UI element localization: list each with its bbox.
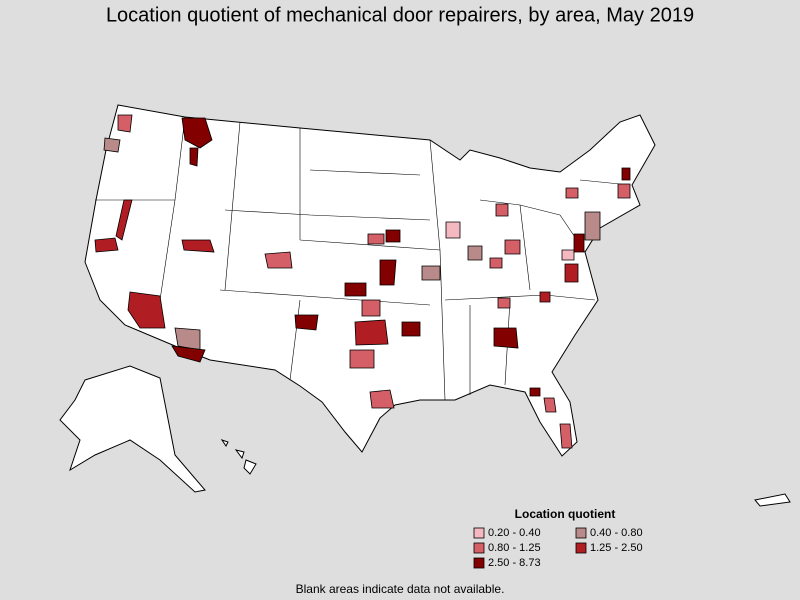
area — [497, 297, 511, 309]
hawaii — [220, 439, 229, 447]
legend-swatch — [473, 542, 485, 554]
hawaii — [243, 459, 257, 475]
area — [344, 282, 367, 297]
area — [379, 259, 397, 286]
area — [621, 167, 631, 181]
area — [565, 187, 579, 199]
areas — [94, 114, 631, 449]
area — [564, 263, 579, 283]
area — [367, 233, 385, 245]
map — [59, 104, 791, 507]
area — [539, 291, 551, 303]
legend-swatch — [575, 527, 587, 539]
area — [94, 237, 119, 253]
area — [421, 265, 441, 281]
area — [584, 211, 601, 241]
legend-label: 2.50 - 8.73 — [488, 557, 541, 569]
legend-label: 0.20 - 0.40 — [488, 527, 541, 539]
puerto-rico — [754, 493, 791, 507]
alaska — [59, 365, 206, 493]
area — [401, 321, 421, 337]
area — [117, 114, 133, 133]
area — [493, 327, 519, 349]
area — [354, 319, 389, 346]
area — [127, 291, 166, 329]
area — [529, 387, 541, 397]
area — [489, 257, 503, 269]
legend-swatch — [575, 542, 587, 554]
area — [171, 345, 206, 363]
area — [264, 251, 293, 269]
area — [504, 239, 521, 255]
area — [189, 147, 199, 167]
map-title: Location quotient of mechanical door rep… — [106, 4, 694, 26]
area — [445, 221, 461, 239]
area — [349, 349, 375, 369]
area — [294, 314, 319, 331]
area — [103, 137, 121, 153]
legend-swatch — [473, 557, 485, 569]
area — [573, 233, 585, 253]
area — [361, 299, 381, 317]
legend: Location quotient 0.20 - 0.40 0.40 - 0.80… — [473, 507, 643, 569]
area — [181, 239, 215, 253]
area — [561, 249, 575, 261]
area — [617, 183, 631, 199]
area — [543, 397, 557, 413]
hawaii — [234, 449, 245, 460]
legend-title: Location quotient — [515, 507, 616, 521]
lower-48 — [84, 104, 656, 457]
legend-swatch — [473, 527, 485, 539]
footnote: Blank areas indicate data not available. — [296, 582, 505, 596]
area — [467, 245, 483, 261]
area — [495, 203, 509, 217]
area — [385, 229, 401, 243]
legend-label: 1.25 - 2.50 — [590, 542, 643, 554]
area — [115, 199, 133, 241]
area — [559, 423, 573, 449]
area — [369, 389, 395, 409]
legend-label: 0.40 - 0.80 — [590, 527, 643, 539]
legend-label: 0.80 - 1.25 — [488, 542, 541, 554]
area — [181, 117, 213, 149]
